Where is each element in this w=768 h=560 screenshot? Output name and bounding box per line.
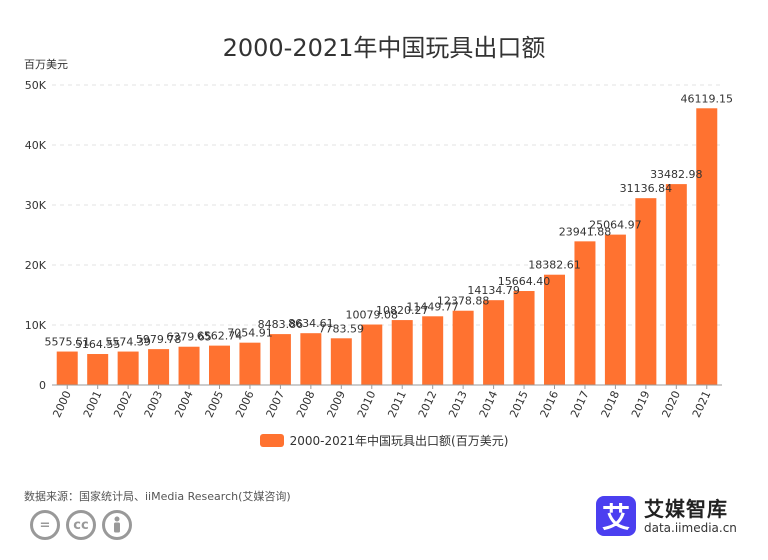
value-labels: 5575.515164.555574.395979.786379.656562.… <box>44 92 733 351</box>
bar-2017 <box>574 241 596 385</box>
bar-2002 <box>117 351 139 385</box>
bar-2013 <box>452 310 474 385</box>
value-label: 18382.61 <box>528 259 581 272</box>
x-tick-label: 2009 <box>324 389 348 420</box>
value-label: 31136.84 <box>620 182 673 195</box>
cc-license-icons: = cc <box>30 510 132 540</box>
x-tick-label: 2005 <box>203 389 227 420</box>
bar-2007 <box>269 334 291 385</box>
bar-2010 <box>361 324 383 385</box>
brand-logo-icon: 艾 <box>596 496 636 536</box>
x-tick-label: 2014 <box>477 389 501 420</box>
bar-2015 <box>513 291 535 385</box>
x-tick-label: 2012 <box>416 389 440 420</box>
x-tick-label: 2013 <box>446 389 470 420</box>
x-tick-label: 2003 <box>142 389 166 420</box>
value-label: 5979.78 <box>136 333 182 346</box>
value-label: 25064.97 <box>589 219 642 232</box>
y-tick-label: 30K <box>25 199 47 212</box>
y-tick-label: 0 <box>39 379 46 392</box>
legend-label: 2000-2021年中国玩具出口额(百万美元) <box>289 434 509 448</box>
bar-2000 <box>56 351 78 385</box>
y-tick-label: 10K <box>25 319 47 332</box>
bar-2008 <box>300 333 322 385</box>
source-note: 数据来源：国家统计局、iiMedia Research(艾媒咨询) <box>24 490 291 503</box>
bar-2004 <box>178 346 200 385</box>
y-axis-label: 百万美元 <box>24 58 68 71</box>
equals-icon: = <box>30 510 60 540</box>
value-label: 5164.55 <box>75 338 121 351</box>
x-tick-label: 2019 <box>629 389 653 420</box>
bar-2016 <box>544 274 565 385</box>
bar-2006 <box>239 342 261 385</box>
x-tick-label: 2021 <box>690 389 714 420</box>
bar-2005 <box>209 345 230 385</box>
y-tick-label: 40K <box>25 139 47 152</box>
x-tick-label: 2011 <box>385 389 409 420</box>
value-label: 7054.91 <box>227 327 273 340</box>
bar-chart: 0 10K 20K 30K 40K 50K 百万美元 5575.515164.555574… <box>24 58 733 420</box>
value-label: 6562.74 <box>197 330 243 343</box>
x-tick-label: 2004 <box>172 389 196 420</box>
value-label: 7783.59 <box>319 322 365 335</box>
bar-2009 <box>330 338 352 385</box>
value-label: 5574.39 <box>105 336 151 349</box>
value-label: 14134.79 <box>467 284 520 297</box>
y-tick-label: 20K <box>25 259 47 272</box>
value-label: 11449.77 <box>406 300 459 313</box>
bar-2018 <box>604 234 626 385</box>
bar-2021 <box>696 108 718 386</box>
x-tick-label: 2020 <box>659 389 683 420</box>
x-tick-label: 2010 <box>355 389 379 420</box>
value-label: 5575.51 <box>44 336 90 349</box>
value-label: 10079.08 <box>346 309 399 322</box>
bar-2003 <box>148 349 170 385</box>
value-label: 12378.88 <box>437 295 490 308</box>
bar-2001 <box>87 354 109 385</box>
x-tick-label: 2008 <box>294 389 318 420</box>
x-axis: 2000 2001 2002 2003 2004 2005 2006 2007 2008 2009… <box>50 384 722 420</box>
x-tick-label: 2018 <box>599 389 623 420</box>
value-label: 10820.27 <box>376 304 429 317</box>
brand-url: data.iimedia.cn <box>644 521 737 535</box>
value-label: 15664.40 <box>498 275 551 288</box>
y-axis: 0 10K 20K 30K 40K 50K <box>25 79 47 392</box>
bar-2019 <box>635 198 657 385</box>
x-tick-label: 2006 <box>233 389 257 420</box>
legend: 2000-2021年中国玩具出口额(百万美元) <box>0 432 768 449</box>
bar-2011 <box>391 320 413 385</box>
bar-2020 <box>665 184 687 385</box>
chart-title: 2000-2021年中国玩具出口额 <box>222 34 546 62</box>
legend-swatch <box>259 434 284 447</box>
bar-2012 <box>422 316 444 385</box>
x-tick-label: 2000 <box>50 389 74 420</box>
person-icon <box>102 510 132 540</box>
value-label: 33482.98 <box>650 168 703 181</box>
bar-2014 <box>483 300 505 385</box>
value-label: 8483.86 <box>258 318 304 331</box>
cc-icon: cc <box>66 510 96 540</box>
x-tick-label: 2015 <box>507 389 531 420</box>
y-tick-label: 50K <box>25 79 47 92</box>
value-label: 6379.65 <box>166 331 212 344</box>
x-tick-label: 2016 <box>538 389 562 420</box>
x-tick-label: 2001 <box>81 389 105 420</box>
bars <box>56 108 718 386</box>
x-tick-label: 2007 <box>264 389 288 420</box>
x-tick-label: 2002 <box>111 389 135 420</box>
value-label: 23941.88 <box>559 225 612 238</box>
brand-logo: 艾 艾媒智库 data.iimedia.cn <box>596 496 737 536</box>
brand-name: 艾媒智库 <box>644 497 728 521</box>
x-tick-label: 2017 <box>568 389 592 420</box>
value-label: 46119.15 <box>681 92 734 105</box>
value-label: 8634.61 <box>288 317 334 330</box>
